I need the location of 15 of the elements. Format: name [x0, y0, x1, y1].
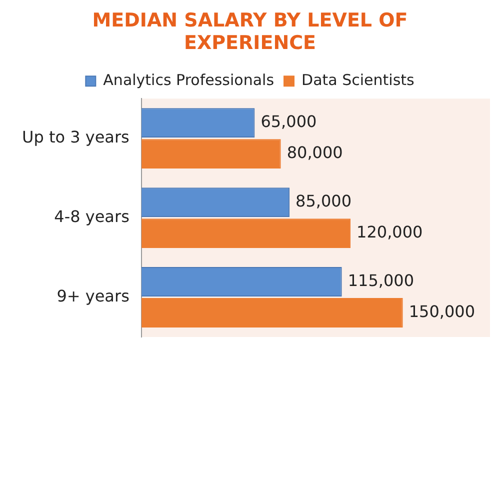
- data-label: 115,000: [348, 270, 414, 290]
- y-tick-label: Up to 3 years: [22, 127, 130, 146]
- chart-title: MEDIAN SALARY BY LEVEL OF EXPERIENCE: [92, 9, 408, 54]
- data-label: 80,000: [286, 142, 343, 162]
- bar: [141, 218, 351, 248]
- data-label: 120,000: [356, 222, 423, 242]
- y-tick-label: 9+ years: [56, 286, 130, 306]
- bar: [141, 298, 403, 328]
- data-label: 65,000: [260, 112, 317, 131]
- bar: [141, 139, 281, 169]
- legend-label: Data Scientists: [302, 70, 415, 89]
- y-tick-label: 4-8 years: [54, 206, 130, 226]
- legend-label: Analytics Professionals: [103, 70, 274, 89]
- data-label: 150,000: [408, 302, 476, 321]
- data-label: 85,000: [296, 191, 352, 210]
